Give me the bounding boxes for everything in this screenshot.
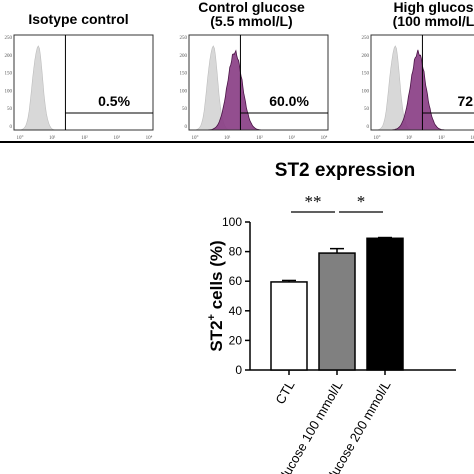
- isotype-control-histogram: [189, 45, 328, 131]
- y-tick-label: 250: [180, 36, 188, 41]
- y-tick-label: 250: [362, 36, 370, 41]
- x-tick-label: 10³: [289, 135, 296, 141]
- y-tick-label: 200: [362, 54, 370, 59]
- y-axis-label: ST2+ cells (%): [206, 240, 226, 351]
- y-tick-label: 50: [364, 107, 370, 112]
- x-tick-label: 10°: [374, 136, 381, 141]
- y-axis-label-rest: cells (%): [207, 240, 226, 314]
- significance-label: **: [305, 192, 322, 211]
- y-tick-label: 0: [235, 363, 242, 377]
- bar: [366, 237, 404, 371]
- y-tick-label: 150: [5, 72, 13, 77]
- y-tick-label: 250: [5, 36, 13, 41]
- histogram-panel: (5.5 mmol/L)Control glucose 250 200 150 100 5…: [180, 0, 329, 141]
- significance-label: *: [357, 192, 366, 211]
- y-tick-label: 40: [229, 304, 243, 318]
- y-tick-label: 200: [5, 54, 13, 59]
- panel-title-line-2: (100 mmol/L: [393, 13, 474, 29]
- y-tick-label: 200: [180, 54, 188, 59]
- x-tick-label: 10²: [256, 135, 263, 141]
- panel-title: Isotype control: [28, 11, 128, 27]
- chart-title: ST2 expression: [275, 160, 415, 181]
- isotype-control-histogram: [14, 45, 153, 131]
- panel-title-line-1: Control glucose: [198, 0, 305, 15]
- y-tick-label: 100: [222, 215, 242, 229]
- x-tick-label: 10³: [114, 135, 121, 141]
- histogram-panel: Isotype control 250 200 150 100 50 0 0.5% 10° 10¹…: [5, 11, 154, 141]
- x-tick-label: 10²: [438, 135, 445, 141]
- y-axis-label-superscript: +: [206, 314, 218, 320]
- st2-bar-chart: ST2 expression 0 20 40 60 80 100 ST2+ cells (%)…: [206, 160, 456, 474]
- y-tick-label: 50: [7, 107, 13, 112]
- y-tick-label: 0: [10, 125, 13, 130]
- category-label: CTL: [272, 378, 297, 407]
- positive-percentage: 72.2: [457, 93, 474, 109]
- x-tick-label: 10¹: [224, 135, 231, 141]
- y-tick-label: 100: [5, 89, 13, 94]
- y-tick-label: 0: [185, 125, 188, 130]
- y-tick-label: 20: [229, 333, 243, 347]
- histogram-frame: [370, 34, 474, 131]
- histogram-frame: [13, 34, 154, 131]
- x-tick-label: 10²: [81, 135, 88, 141]
- positive-percentage: 0.5%: [98, 93, 130, 109]
- panel-title-line-2: (5.5 mmol/L): [210, 13, 292, 29]
- x-tick-label: 10³: [471, 135, 474, 141]
- x-tick-label: 10¹: [49, 135, 56, 141]
- x-tick-label: 10¹: [406, 135, 413, 141]
- bar: [318, 252, 356, 371]
- y-axis-label-main: ST2: [207, 320, 226, 351]
- y-tick-label: 80: [229, 245, 243, 259]
- x-tick-label: 10°: [17, 136, 24, 141]
- y-tick-label: 100: [362, 89, 370, 94]
- y-tick-label: 150: [362, 72, 370, 77]
- histogram-frame: [188, 34, 329, 131]
- x-tick-label: 10⁴: [321, 135, 328, 141]
- y-tick-label: 50: [182, 107, 188, 112]
- y-tick-label: 60: [229, 274, 243, 288]
- x-tick-label: 10⁴: [146, 135, 153, 141]
- flow-cytometry-panels: Isotype control 250 200 150 100 50 0 0.5% 10° 10¹…: [5, 0, 474, 141]
- bar: [270, 281, 308, 371]
- y-tick-label: 0: [367, 125, 370, 130]
- positive-percentage: 60.0%: [269, 93, 309, 109]
- y-tick-label: 100: [180, 89, 188, 94]
- y-tick-label: 150: [180, 72, 188, 77]
- x-tick-label: 10°: [192, 136, 199, 141]
- panel-title-line-1: High glucos: [393, 0, 473, 15]
